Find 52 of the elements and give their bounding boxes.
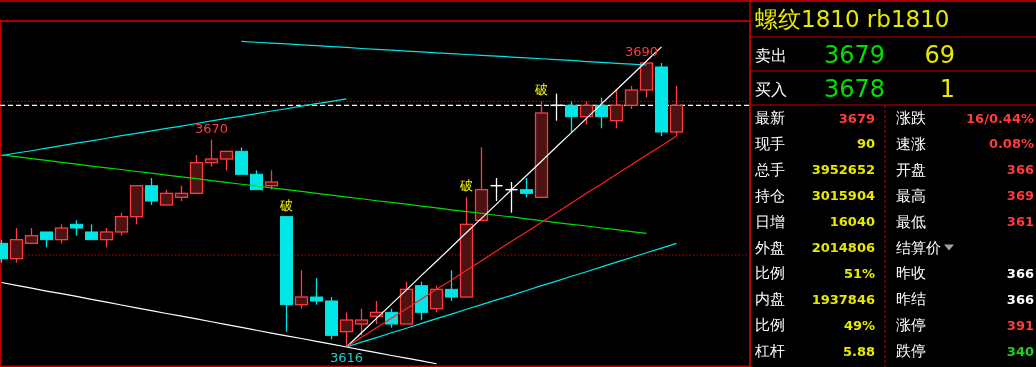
text: 昨收 xyxy=(896,264,926,283)
annotation: 破 xyxy=(534,82,548,98)
annotation: 3670 xyxy=(194,120,229,136)
text: 3690 xyxy=(624,44,659,59)
text: 卖出 xyxy=(755,45,787,65)
text: 内盘 xyxy=(755,290,785,309)
text: 昨结 xyxy=(896,290,926,309)
text: 3952652 xyxy=(811,162,875,178)
text: 涨停 xyxy=(896,316,926,335)
text: 速涨 xyxy=(896,134,926,153)
text: 361 xyxy=(1006,214,1034,230)
text: 开盘 xyxy=(896,160,926,179)
text: 3679 xyxy=(823,41,885,69)
text: 跌停 xyxy=(896,342,926,361)
annotation: 破 xyxy=(279,197,293,213)
text: 90 xyxy=(856,136,875,152)
text: 最高 xyxy=(896,186,926,205)
text: 涨跌 xyxy=(896,109,926,127)
annotation: 破 xyxy=(459,178,473,194)
text: 3616 xyxy=(329,350,364,365)
text: 持仓 xyxy=(755,186,785,205)
text: 1937846 xyxy=(811,291,875,307)
text: 外盘 xyxy=(755,238,785,257)
text: 366 xyxy=(1006,291,1034,307)
text: 369 xyxy=(1006,188,1034,204)
text: 69 xyxy=(924,41,955,69)
text: 340 xyxy=(1006,343,1034,359)
text: 比例 xyxy=(755,264,785,283)
text: 最低 xyxy=(896,212,926,231)
text: 2014806 xyxy=(811,240,875,255)
text: 最新 xyxy=(755,109,785,127)
text: 螺纹1810 rb1810 xyxy=(755,6,950,32)
text: 比例 xyxy=(755,316,785,335)
text: 日增 xyxy=(755,212,785,231)
text: 3678 xyxy=(823,75,885,103)
text: 3679 xyxy=(838,110,875,126)
text: 366 xyxy=(1006,265,1034,281)
text: 366 xyxy=(1006,162,1034,178)
text: 16/0.44% xyxy=(966,110,1034,126)
text: 49% xyxy=(843,317,875,333)
text: 1 xyxy=(939,75,955,103)
text: 杠杆 xyxy=(754,342,785,361)
text: 16040 xyxy=(829,214,875,230)
text: 现手 xyxy=(755,134,785,153)
text: 0.08% xyxy=(988,136,1034,152)
text: 结算价 xyxy=(896,238,941,257)
text: 5.88 xyxy=(842,343,875,359)
text: 总手 xyxy=(754,160,785,179)
text: 买入 xyxy=(755,79,787,99)
text: 391 xyxy=(1006,317,1034,333)
text: 51% xyxy=(843,265,875,281)
text: 3015904 xyxy=(811,188,875,204)
